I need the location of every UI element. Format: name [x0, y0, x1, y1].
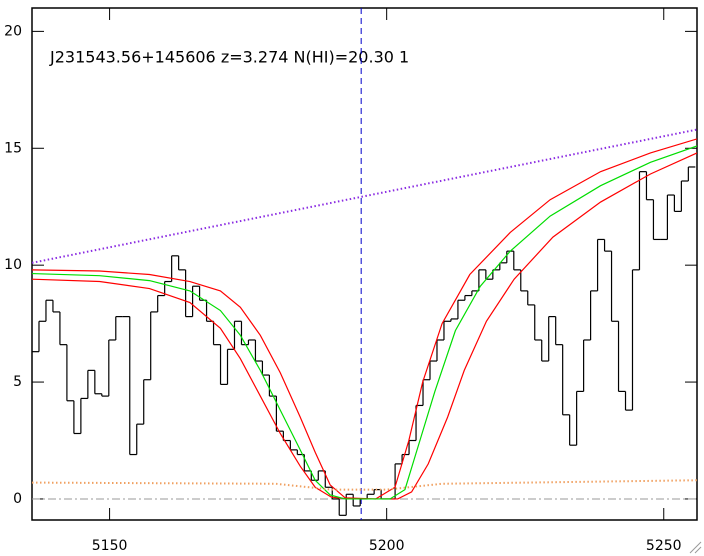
plot-frame — [31, 7, 698, 521]
y-tick-label: 15 — [4, 140, 22, 156]
resize-grip — [689, 541, 702, 554]
model-curve — [32, 138, 697, 500]
model-curve — [32, 145, 697, 500]
chart-title: J231543.56+145606 z=3.274 N(HI)=20.30 1 — [49, 48, 409, 67]
y-tick-label: 5 — [13, 374, 22, 390]
x-tick-label: 5200 — [369, 538, 405, 554]
y-tick-label: 0 — [13, 491, 22, 507]
model-curve — [32, 479, 697, 491]
y-tick-label: 20 — [4, 23, 22, 39]
x-tick-label: 5150 — [92, 538, 128, 554]
flux-steps — [32, 166, 696, 516]
model-curve — [32, 152, 697, 500]
y-tick-label: 10 — [4, 257, 22, 273]
model-curve — [32, 128, 697, 264]
x-tick-label: 5250 — [646, 538, 682, 554]
